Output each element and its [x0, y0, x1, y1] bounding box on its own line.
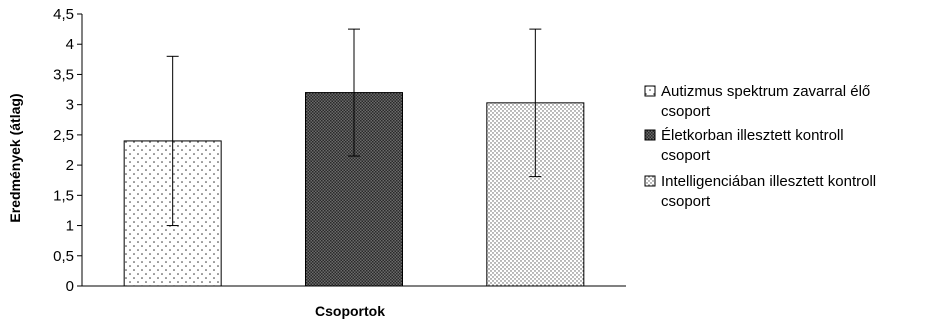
bars — [123, 28, 585, 287]
y-tick-label: 4,5 — [53, 6, 74, 23]
y-tick-label: 0,5 — [53, 248, 74, 265]
legend-label-1: csoport — [661, 103, 711, 120]
y-tick-label: 1,5 — [53, 187, 74, 204]
y-tick-label: 3,5 — [53, 66, 74, 83]
legend: Autizmus spektrum zavarral élő csoport Éle… — [644, 83, 876, 210]
legend-label-2: Életkorban illesztett kontroll — [661, 127, 844, 144]
y-tick-label: 3 — [66, 97, 74, 114]
legend-swatch-2 — [644, 129, 656, 141]
y-axis-title: Eredmények (átlag) — [7, 93, 23, 222]
y-axis-ticks: 0 0,5 1 1,5 2 2,5 3 3,5 4 4,5 — [53, 6, 82, 295]
legend-label-3: csoport — [661, 193, 711, 210]
legend-label-1: Autizmus spektrum zavarral élő — [661, 83, 870, 100]
legend-swatch-1 — [644, 85, 656, 97]
y-tick-label: 1 — [66, 218, 74, 235]
legend-swatch-3 — [644, 175, 656, 187]
legend-label-2: csoport — [661, 147, 711, 164]
y-tick-label: 0 — [66, 278, 74, 295]
y-tick-label: 2,5 — [53, 127, 74, 144]
y-tick-label: 2 — [66, 157, 74, 174]
x-axis-title: Csoportok — [315, 303, 385, 319]
legend-label-3: Intelligenciában illesztett kontroll — [661, 173, 876, 190]
y-tick-label: 4 — [66, 36, 74, 53]
